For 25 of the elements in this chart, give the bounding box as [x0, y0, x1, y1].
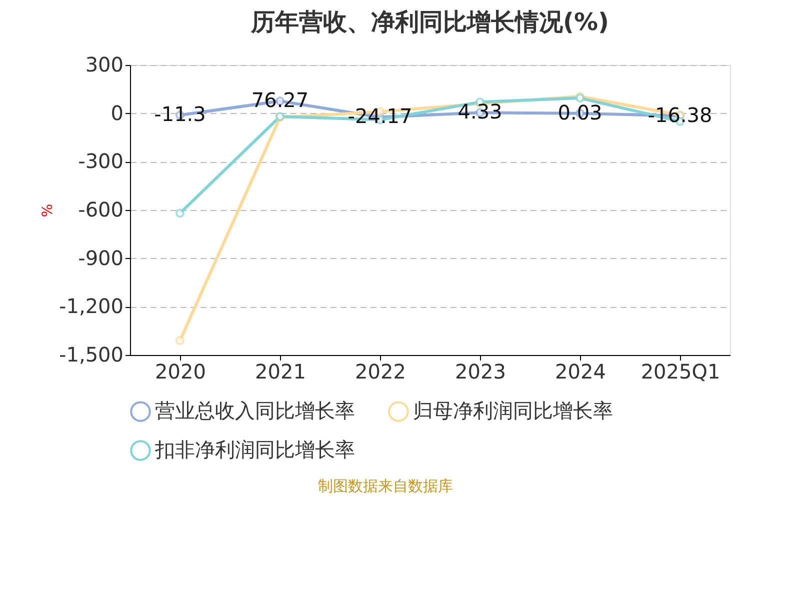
y-axis-title: % — [40, 204, 56, 218]
data-label: -24.17 — [348, 104, 412, 128]
x-tick-label: 2025Q1 — [640, 360, 720, 384]
y-tick-label: -900 — [78, 246, 124, 270]
data-label: -16.38 — [648, 102, 712, 127]
y-tick-label: -1,500 — [59, 342, 124, 366]
x-tick-label: 2024 — [555, 360, 606, 384]
data-label: 0.03 — [558, 100, 602, 124]
chart-title: 历年营收、净利同比增长情况(%) — [250, 8, 609, 36]
text: 制图数据来自数据库 — [318, 477, 453, 495]
legend-label: 归母净利润同比增长率 — [413, 398, 613, 423]
x-tick-label: 2023 — [455, 360, 506, 384]
legend-label: 营业总收入同比增长率 — [155, 398, 355, 423]
y-tick-label: -300 — [78, 149, 124, 174]
y-tick-label: -1,200 — [59, 294, 124, 318]
x-tick-label: 2020 — [155, 360, 206, 384]
y-tick-label: 300 — [85, 52, 124, 76]
data-label: 4.33 — [458, 100, 502, 124]
x-tick-label: 2022 — [355, 360, 406, 384]
x-tick-label: 2021 — [255, 360, 306, 384]
data-label: -11.3 — [154, 102, 206, 126]
y-tick-label: -600 — [78, 198, 124, 222]
y-tick-label: 0 — [110, 100, 124, 125]
data-label: 76.27 — [251, 88, 309, 112]
legend-label: 扣非净利润同比增长率 — [154, 438, 355, 462]
